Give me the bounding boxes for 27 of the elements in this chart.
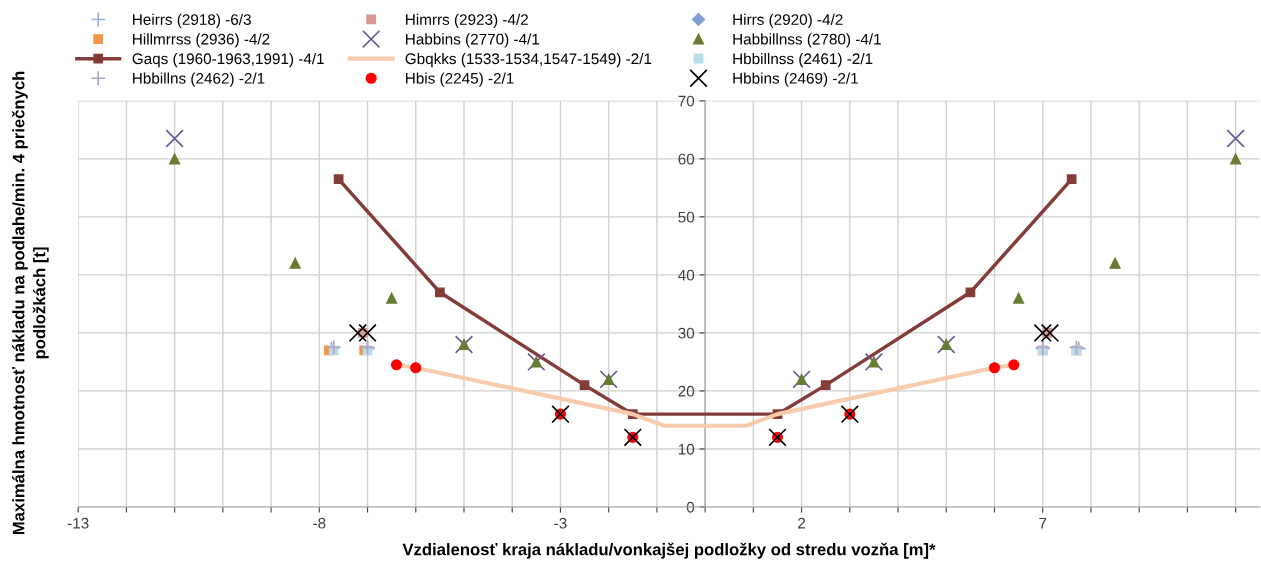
x-axis-title: Vzdialenosť kraja nákladu/vonkajšej podložky od stredu vozňa [m]* bbox=[402, 542, 936, 559]
y-tick-label: 30 bbox=[678, 327, 695, 339]
legend-label: Hbbins (2469) -2/1 bbox=[733, 72, 858, 87]
y-tick-label: 0 bbox=[686, 501, 695, 513]
y-tick-label: 50 bbox=[678, 211, 695, 223]
legend-label: Hbbillnss (2461) -2/1 bbox=[733, 52, 873, 68]
y-tick-label: 70 bbox=[678, 95, 695, 107]
x-tick-label: -13 bbox=[67, 517, 89, 529]
legend-label: Hbis (2245) -2/1 bbox=[406, 72, 514, 87]
x-tick-label: 2 bbox=[798, 517, 806, 529]
legend-label: Habbillnss (2780) -4/1 bbox=[733, 33, 881, 48]
y-tick-label: 10 bbox=[678, 443, 695, 455]
legend-label: Gbqkks (1533-1534,1547-1549) -2/1 bbox=[405, 52, 652, 68]
y-axis-title: Maximálna hmotnosť nákladu na podlahe/min. 4 priečnych podložkách [t] bbox=[11, 71, 49, 535]
y-tick-label: 60 bbox=[678, 153, 695, 165]
x-tick-label: -8 bbox=[313, 517, 326, 529]
y-tick-label: 40 bbox=[678, 269, 695, 281]
legend-label: Habbins (2770) -4/1 bbox=[406, 33, 540, 48]
y-tick-label: 20 bbox=[678, 385, 695, 397]
legend-label: Gaqs (1960-1963,1991) -4/1 bbox=[132, 52, 324, 68]
legend-label: Hirrs (2920) -4/2 bbox=[733, 13, 843, 28]
legend-label: Hbbillns (2462) -2/1 bbox=[133, 72, 265, 87]
x-tick-label: -3 bbox=[554, 517, 567, 529]
legend-label: Hillmrrss (2936) -4/2 bbox=[133, 33, 270, 48]
legend-label: Heirrs (2918) -6/3 bbox=[133, 13, 251, 28]
x-tick-label: 7 bbox=[1039, 517, 1047, 529]
legend-label: Himrrs (2923) -4/2 bbox=[406, 13, 528, 28]
